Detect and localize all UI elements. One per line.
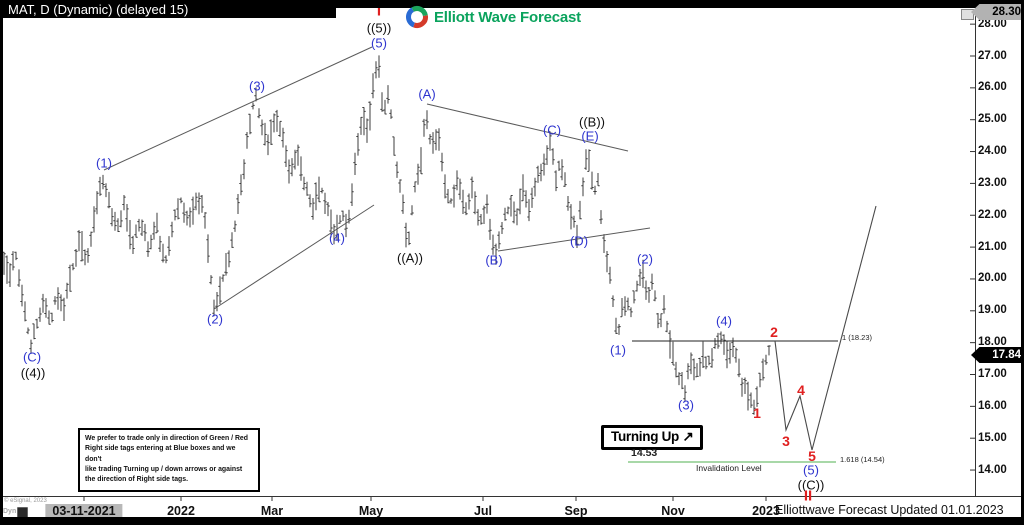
wave-label: 4 (797, 382, 805, 398)
invalidation-label: Invalidation Level (696, 463, 762, 473)
wave-label: (5) (803, 462, 819, 478)
wave-label: ((5)) (366, 20, 392, 36)
note-box: We prefer to trade only in direction of … (78, 428, 260, 492)
price-tick-label: 18.00 (978, 336, 1007, 349)
left-border (0, 0, 3, 525)
price-bars (2, 55, 771, 415)
wave-label: ((B)) (579, 114, 605, 130)
wave-label: (4) (329, 230, 345, 246)
wave-label: ((A)) (397, 250, 423, 266)
esignal-credit: © eSignal, 2023 (4, 498, 47, 504)
wave-label: (2) (637, 251, 653, 267)
wave-label: (2) (207, 311, 223, 327)
date-tick-label: May (358, 504, 384, 518)
price-tick-label: 19.00 (978, 304, 1007, 317)
bottom-border (0, 517, 1024, 525)
wave-label: (4) (716, 313, 732, 329)
price-tick-label: 25.00 (978, 113, 1007, 126)
price-tick-label: 15.00 (978, 431, 1007, 444)
cycle-marker: I (376, 2, 382, 20)
wave-label: (B) (485, 252, 503, 268)
price-tick-label: 23.00 (978, 176, 1007, 189)
date-tick-label: Nov (661, 504, 685, 518)
maximize-icon[interactable] (961, 9, 974, 20)
brand-logo-icon (406, 6, 428, 28)
window-title: MAT, D (Dynamic) (delayed 15) (8, 2, 189, 17)
wave-label: ((4)) (20, 365, 46, 381)
invalidation-value: 14.53 (631, 447, 658, 459)
note-line: We prefer to trade only in direction of … (85, 435, 248, 442)
turning-up-label: Turning Up (611, 429, 679, 444)
price-tick-label: 17.00 (978, 368, 1007, 380)
note-line: Right side tags entering at Blue boxes a… (85, 445, 236, 463)
wave-label: (5) (371, 35, 387, 51)
trendline (497, 227, 651, 252)
top-price-tag: 28.30 (971, 4, 1024, 20)
trendline (103, 46, 373, 171)
trendline (426, 103, 629, 152)
date-tick-label: Jul (473, 504, 493, 518)
date-tick-label: 2022 (167, 504, 195, 518)
turning-up-box: Turning Up ↗ (601, 425, 704, 450)
fib-extension-label: 1.618 (14.54) (840, 455, 885, 464)
price-tick-label: 26.00 (978, 81, 1007, 94)
wave-label: 2 (770, 324, 778, 340)
note-line: like trading Turning up / down arrows or… (85, 466, 243, 474)
title-bar: MAT, D (Dynamic) (delayed 15) (0, 0, 336, 18)
wave-label: 1 (753, 405, 761, 421)
price-tick-label: 22.00 (978, 208, 1007, 221)
price-tick-label: 24.00 (978, 145, 1007, 158)
wave-label: (1) (96, 155, 112, 171)
wave-label: (D) (569, 233, 589, 249)
dyn-label: Dyn (3, 508, 17, 515)
date-tick-label: Sep (564, 504, 588, 518)
trendline (213, 204, 375, 310)
wave-label: (C) (22, 349, 42, 365)
wave-label: (3) (249, 78, 265, 94)
price-tick-label: 21.00 (978, 240, 1007, 253)
date-tick-label: 03-11-2021 (45, 504, 123, 518)
updated-label: Elliottwave Forecast Updated 01.01.2023 (775, 503, 1004, 517)
cycle-marker: II (803, 487, 813, 505)
wave-label: (A) (418, 86, 436, 102)
brand-logo: Elliott Wave Forecast (405, 5, 581, 29)
price-tick-label: 14.00 (978, 463, 1007, 476)
brand-name: Elliott Wave Forecast (434, 8, 581, 26)
price-tick-label: 27.00 (978, 49, 1007, 62)
wave-label: 5 (808, 448, 816, 464)
current-price-tag: 17.84 (971, 347, 1024, 363)
turning-up-arrow-icon: ↗ (682, 429, 694, 444)
right-border (1021, 0, 1024, 525)
wave-label: (1) (610, 342, 626, 358)
price-tick-label: 16.00 (978, 399, 1007, 412)
date-tick-label: 2023 (752, 504, 780, 518)
top-border (0, 0, 1024, 8)
wave-label: (E) (581, 128, 599, 144)
price-tick-label: 28.00 (978, 17, 1007, 30)
wave-label: (3) (678, 397, 694, 413)
forecast-path (774, 205, 877, 451)
wave-label: (C) (542, 122, 562, 138)
wave-label: ((C)) (797, 477, 825, 493)
date-tick-label: Mar (260, 504, 284, 518)
wave-label: 3 (782, 433, 790, 449)
price-tick-label: 20.00 (978, 272, 1007, 285)
note-line: the direction of Right side tags. (85, 476, 188, 484)
fib-target-label: 1 (18.23) (842, 333, 873, 342)
